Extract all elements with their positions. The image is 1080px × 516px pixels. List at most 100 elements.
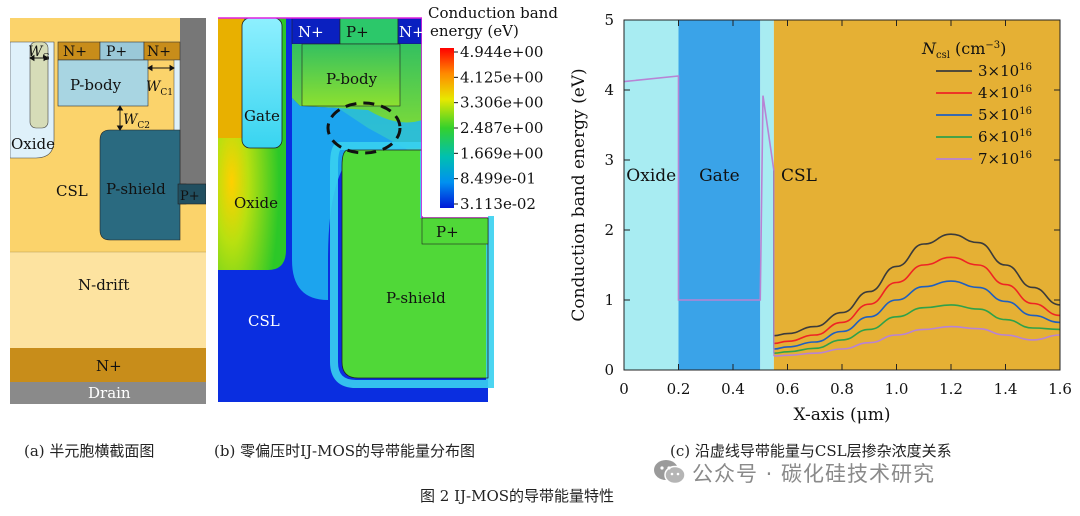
watermark-text: 公众号 · 碳化硅技术研究 [692, 462, 936, 486]
legend-title-line1: Conduction band [428, 4, 558, 22]
panel-c-line-chart: Oxide Gate CSL Ncsl (cm−3)3×1016 4×1016 5×10… [569, 11, 1072, 425]
label-p-shield: P-shield [106, 180, 166, 198]
label-drain: Drain [88, 384, 131, 402]
chart-legend-label: 4×1016 [978, 84, 1032, 102]
chart-legend: Ncsl (cm−3)3×1016 4×1016 5×1016 6×1016 7×101… [921, 39, 1032, 168]
map-label-p-shield: P-shield [386, 289, 446, 307]
panel-a-cross-section: WG N+ P+ N+ P-body WC1 WC2 Oxide CSL P-s… [10, 18, 206, 404]
chart-regions [624, 20, 1060, 370]
map-oxide-strip [218, 18, 244, 138]
caption-b: (b) 零偏压时IJ-MOS的导带能量分布图 [214, 442, 476, 460]
chart-region-labels: Oxide Gate CSL [626, 166, 817, 186]
x-tick-label: 1.6 [1048, 380, 1072, 398]
n-plus-bottom-region [10, 348, 206, 382]
wc2-dimension [116, 105, 124, 131]
label-wc2: WC2 [123, 112, 150, 131]
chart-legend-label: 5×1016 [978, 106, 1032, 124]
legend-tick-label: 3.306e+00 [460, 94, 543, 112]
map-n-plus-right [397, 17, 423, 45]
chart-region-label: Gate [699, 166, 740, 186]
chart-axes: 0 0.2 0.4 0.6 0.8 1.0 1.2 1.4 1.6 0 1 2 3 4 5 [604, 11, 1071, 398]
map-label-gate: Gate [244, 107, 280, 125]
map-label-p-plus-side: P+ [436, 223, 459, 241]
caption-c: (c) 沿虚线导带能量与CSL层掺杂浓度关系 [670, 442, 952, 460]
chart-shared-profile-line [623, 75, 775, 301]
label-wc1: WC1 [146, 79, 173, 98]
y-tick-label: 4 [604, 81, 614, 99]
label-n-drift: N-drift [78, 276, 129, 294]
y-tick-label: 5 [604, 11, 614, 29]
map-p-shield-region [342, 150, 488, 378]
label-oxide: Oxide [11, 135, 55, 153]
chart-region [624, 20, 679, 370]
panel-b-energy-map: N+ P+ N+ P-body Gate Oxide CSL P-shield … [218, 2, 580, 402]
chart-region [678, 20, 761, 370]
right-wall [180, 18, 206, 184]
chart-series-line [773, 256, 1061, 345]
map-label-oxide: Oxide [234, 194, 278, 212]
legend-tick-label: 2.487e+00 [460, 119, 543, 137]
caption-a: (a) 半元胞横截面图 [24, 442, 155, 460]
x-tick-label: 0.4 [721, 380, 745, 398]
x-tick-label: 0.6 [776, 380, 800, 398]
chart-legend-title: Ncsl (cm−3) [921, 39, 1006, 61]
label-p-body: P-body [70, 76, 122, 94]
x-tick-label: 0 [619, 380, 629, 398]
wc1-dimension [147, 64, 175, 72]
map-n-plus-left [291, 17, 341, 45]
chart-ylabel: Conduction band energy (eV) [569, 68, 589, 321]
map-label-p-plus: P+ [346, 23, 369, 41]
n-drift-region [10, 252, 206, 348]
chart-region-label: CSL [781, 166, 817, 186]
legend-tick-label: 1.669e+00 [460, 144, 543, 162]
chart-series-line [773, 233, 1061, 337]
label-csl: CSL [56, 182, 88, 200]
map-label-n-plus-left: N+ [298, 23, 324, 41]
n-plus-right-region [143, 41, 181, 61]
map-p-body-box [301, 43, 401, 107]
label-p-plus-top: P+ [106, 44, 127, 60]
legend-color-bar [440, 48, 454, 208]
legend-tick-label: 8.499e-01 [460, 170, 536, 188]
chart-series-line [773, 280, 1061, 350]
legend-title-line2: energy (eV) [430, 22, 519, 40]
p-plus-side-region [177, 183, 206, 205]
map-dashed-circle [326, 101, 402, 155]
chart-series-line [773, 304, 1061, 354]
x-tick-label: 0.2 [667, 380, 691, 398]
chart-xlabel: X-axis (μm) [794, 405, 891, 425]
label-p-plus-side: P+ [180, 189, 200, 204]
chart-region [760, 20, 774, 370]
chart-series [623, 75, 1061, 357]
legend-ticks: 4.944e+00 4.125e+00 3.306e+00 2.487e+00 1.66… [454, 43, 543, 213]
chart-region-label: Oxide [626, 166, 676, 186]
map-p-plus-side [421, 217, 489, 245]
map-p-plus [339, 17, 399, 45]
chart-legend-label: 7×1016 [978, 150, 1032, 168]
map-p-shield-halo [330, 142, 494, 388]
p-body-region [57, 59, 149, 107]
legend-tick-label: 3.113e-02 [460, 195, 536, 213]
y-tick-label: 1 [604, 291, 614, 309]
x-tick-label: 1.0 [885, 380, 909, 398]
map-gate-region [241, 17, 283, 149]
chart-region [773, 20, 1060, 370]
wechat-logo-icon [654, 460, 686, 485]
chart-legend-label: 6×1016 [978, 128, 1032, 146]
x-tick-label: 1.2 [939, 380, 963, 398]
y-tick-label: 2 [604, 221, 614, 239]
drain-region [10, 382, 206, 404]
y-tick-label: 3 [604, 151, 614, 169]
legend-tick-label: 4.125e+00 [460, 68, 543, 86]
gate-region [29, 41, 49, 129]
label-n-plus-right: N+ [147, 44, 171, 60]
wg-dimension [29, 54, 49, 62]
map-p-shield-outline [341, 149, 489, 379]
label-n-plus-left: N+ [63, 44, 87, 60]
chart-series-line [773, 325, 1061, 357]
label-n-plus-bottom: N+ [96, 357, 122, 375]
x-tick-label: 1.4 [994, 380, 1018, 398]
map-label-p-body: P-body [326, 70, 378, 88]
x-tick-label: 0.8 [830, 380, 854, 398]
map-label-csl: CSL [248, 312, 280, 330]
